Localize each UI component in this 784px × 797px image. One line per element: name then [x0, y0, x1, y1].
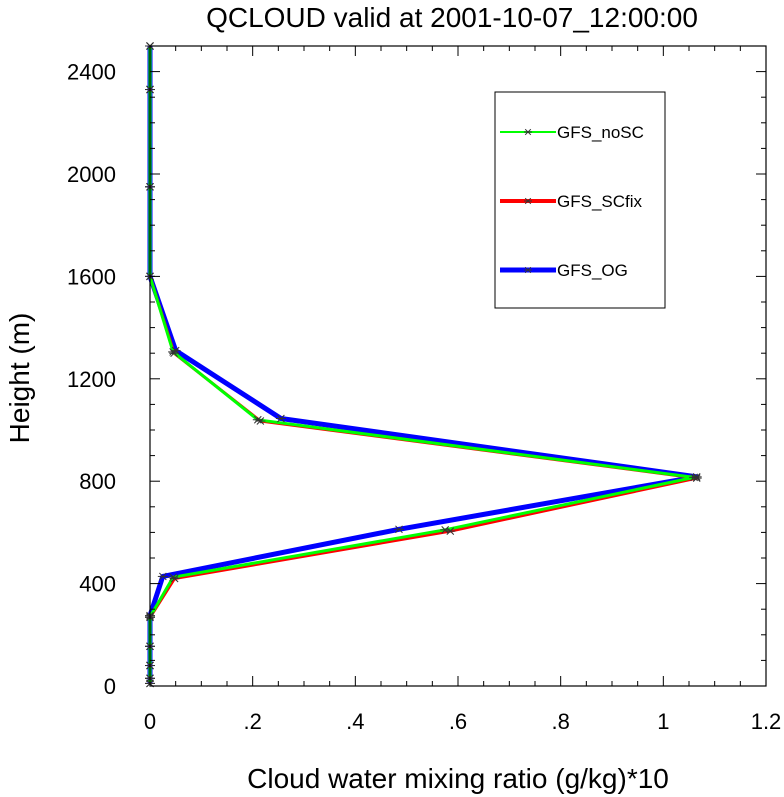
data-point-GFS_noSC	[168, 573, 179, 582]
chart-title: QCLOUD valid at 2001-10-07_12:00:00	[206, 2, 698, 33]
data-point-GFS_OG	[157, 572, 168, 581]
marker-stroke	[692, 472, 701, 481]
legend-entry-GFS_OG: GFS_OG	[500, 261, 628, 280]
legend-marker	[524, 197, 532, 205]
legend-label: GFS_OG	[557, 261, 628, 280]
marker-stroke	[169, 573, 177, 582]
marker-stroke	[690, 473, 698, 482]
y-tick-label: 400	[79, 572, 116, 597]
legend-entry-GFS_noSC: GFS_noSC	[500, 123, 644, 142]
legend: GFS_noSC GFS_SCfix GFS_OG	[494, 91, 666, 309]
x-tick-label: 1.2	[751, 709, 782, 734]
marker-stroke	[253, 415, 262, 424]
x-tick-label: .6	[449, 709, 467, 734]
data-point-GFS_noSC	[168, 348, 179, 356]
marker-stroke	[441, 525, 450, 534]
marker-stroke	[277, 414, 285, 423]
legend-marker	[524, 266, 532, 274]
data-point-GFS_noSC	[689, 473, 700, 482]
data-point-GFS_OG	[275, 414, 286, 423]
y-tick-label: 2000	[67, 162, 116, 187]
axes: 0 .2 .4 .6 .8 1 1.2 0 400 800 1200 1600 2000 2400	[67, 45, 782, 734]
legend-entry-GFS_SCfix: GFS_SCfix	[500, 192, 643, 211]
y-tick-label: 2400	[67, 60, 116, 85]
y-tick-label: 1600	[67, 264, 116, 289]
x-tick-label: 1	[657, 709, 669, 734]
legend-marker	[524, 128, 532, 136]
data-point-GFS_noSC	[252, 415, 263, 424]
legend-label: GFS_noSC	[557, 123, 644, 142]
x-axis-title: Cloud water mixing ratio (g/kg)*10	[247, 763, 669, 794]
marker-stroke	[524, 266, 532, 274]
x-tick-label: .8	[551, 709, 569, 734]
legend-label: GFS_SCfix	[557, 192, 643, 211]
marker-stroke	[158, 572, 167, 581]
marker-stroke	[446, 527, 455, 535]
y-tick-label: 0	[104, 674, 116, 699]
marker-stroke	[524, 197, 532, 205]
x-tick-label: .4	[346, 709, 364, 734]
marker-stroke	[524, 128, 532, 136]
plot-frame	[149, 45, 767, 687]
y-tick-label: 800	[79, 469, 116, 494]
marker-stroke	[692, 474, 701, 482]
marker-stroke	[256, 417, 265, 425]
data-point-GFS_OG	[393, 525, 404, 534]
data-point-GFS_noSC	[440, 525, 451, 534]
marker-stroke	[395, 525, 403, 534]
marker-stroke	[169, 348, 177, 356]
y-axis-title: Height (m)	[4, 313, 35, 444]
y-tick-label: 1200	[67, 367, 116, 392]
x-tick-label: 0	[144, 709, 156, 734]
x-tick-label: .2	[243, 709, 261, 734]
